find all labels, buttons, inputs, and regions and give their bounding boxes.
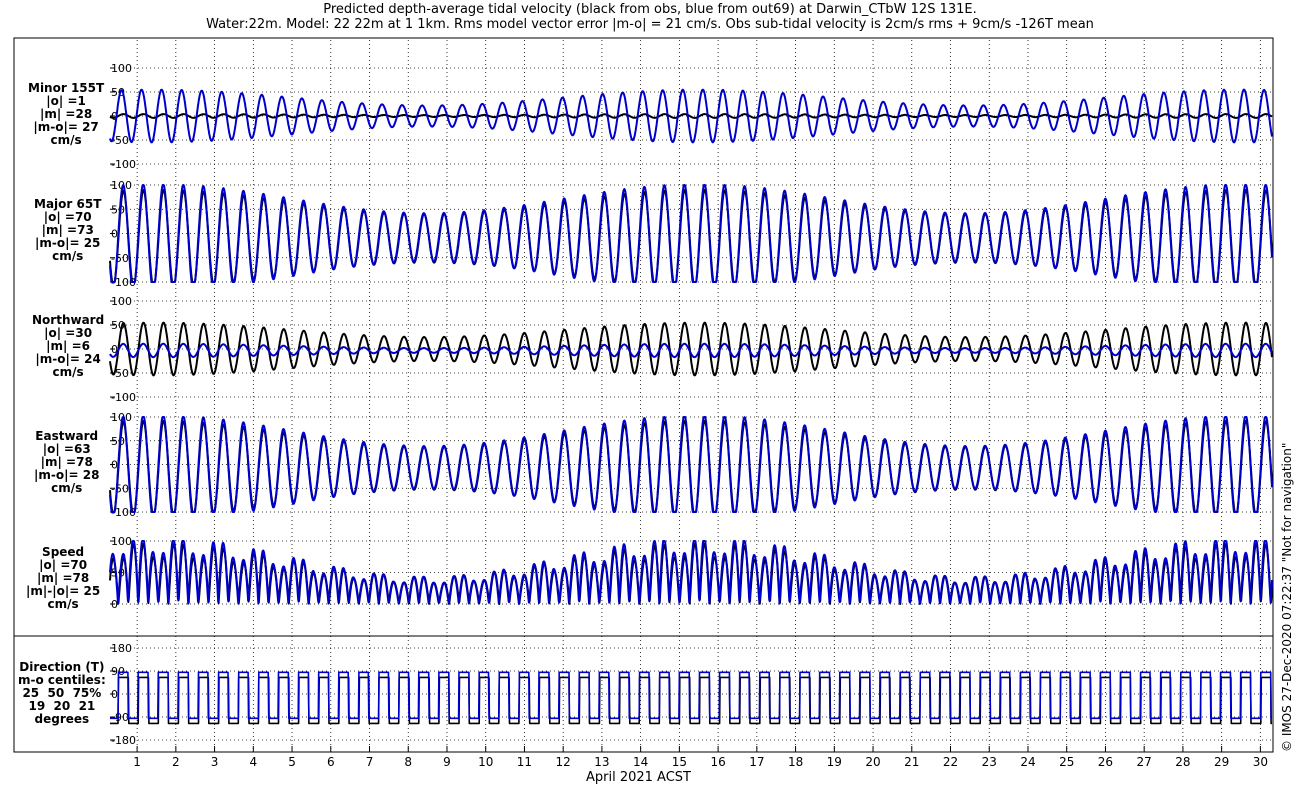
x-tick-label: 11 [517, 755, 532, 769]
series-line-major-out69 [109, 184, 1273, 283]
y-tick-label: -100 [111, 391, 136, 404]
x-tick-label: 1 [133, 755, 141, 769]
x-tick-label: 18 [788, 755, 803, 769]
x-tick-label: 19 [827, 755, 842, 769]
y-tick-label: 50 [111, 203, 125, 216]
y-tick-label: 0 [111, 688, 118, 701]
x-tick-label: 24 [1020, 755, 1035, 769]
x-tick-label: 3 [211, 755, 219, 769]
series-line-speed-out69 [109, 540, 1273, 605]
y-tick-label: -50 [111, 252, 129, 265]
y-tick-label: 0 [111, 228, 118, 241]
chart-subtitle: Water:22m. Model: 22 22m at 1 1km. Rms m… [206, 17, 1094, 32]
x-tick-label: 25 [1059, 755, 1074, 769]
y-tick-label: 0 [111, 459, 118, 472]
x-tick-label: 13 [594, 755, 609, 769]
lower-frame [13, 635, 1274, 753]
x-tick-label: 23 [982, 755, 997, 769]
y-tick-label: 100 [111, 179, 132, 192]
credit-text: © IMOS 27-Dec-2020 07:22:37 "Not for nav… [1280, 442, 1294, 752]
series-line-minor-out69 [109, 88, 1273, 144]
panel-label-minor: Minor 155T |o| =1 |m| =28 |m-o|= 27 cm/s [28, 81, 105, 147]
x-tick-label: 27 [1137, 755, 1152, 769]
x-tick-label: 17 [749, 755, 764, 769]
series-line-northward-obs [109, 321, 1273, 377]
x-tick-label: 2 [172, 755, 180, 769]
y-tick-label: -100 [111, 276, 136, 289]
y-tick-label: 50 [111, 567, 125, 580]
series-line-direction-obs [109, 676, 1273, 725]
x-tick-label: 26 [1098, 755, 1113, 769]
series-line-eastward-out69 [109, 416, 1273, 513]
upper-frame [13, 37, 1274, 637]
y-tick-label: 50 [111, 435, 125, 448]
x-tick-label: 4 [249, 755, 257, 769]
series-line-direction-out69 [109, 671, 1273, 720]
y-tick-label: 90 [111, 665, 125, 678]
y-tick-label: -180 [111, 734, 136, 747]
y-tick-label: -50 [111, 482, 129, 495]
series-line-northward-out69 [109, 342, 1273, 359]
x-tick-label: 12 [556, 755, 571, 769]
panel-label-speed: Speed |o| =70 |m| =78 |m|-|o|= 25 cm/s [26, 545, 101, 611]
x-tick-label: 10 [478, 755, 493, 769]
x-tick-label: 22 [943, 755, 958, 769]
x-tick-label: 16 [710, 755, 725, 769]
x-tick-label: 15 [672, 755, 687, 769]
y-tick-label: 180 [111, 642, 132, 655]
y-tick-label: 0 [111, 343, 118, 356]
panel-label-major: Major 65T |o| =70 |m| =73 |m-o|= 25 cm/s [34, 197, 102, 263]
chart-title: Predicted depth-average tidal velocity (… [323, 2, 977, 17]
panel-label-direction: Direction (T) m-o centiles: 25 50 75% 19… [18, 660, 106, 726]
y-tick-label: 100 [111, 62, 132, 75]
x-tick-label: 8 [404, 755, 412, 769]
x-tick-label: 5 [288, 755, 296, 769]
x-axis-label: April 2021 ACST [586, 770, 691, 785]
y-tick-label: 0 [111, 110, 118, 123]
y-tick-label: 100 [111, 295, 132, 308]
x-tick-label: 14 [633, 755, 648, 769]
y-tick-label: 100 [111, 535, 132, 548]
x-tick-label: 7 [366, 755, 374, 769]
y-tick-label: -50 [111, 134, 129, 147]
x-tick-label: 28 [1175, 755, 1190, 769]
x-tick-label: 30 [1253, 755, 1268, 769]
x-tick-label: 20 [865, 755, 880, 769]
y-tick-label: -100 [111, 506, 136, 519]
x-tick-label: 21 [904, 755, 919, 769]
x-tick-label: 9 [443, 755, 451, 769]
y-tick-label: 0 [111, 598, 118, 611]
y-tick-label: -90 [111, 711, 129, 724]
x-tick-label: 29 [1214, 755, 1229, 769]
y-tick-label: -100 [111, 158, 136, 171]
x-tick-label: 6 [327, 755, 335, 769]
panel-label-northward: Northward |o| =30 |m| =6 |m-o|= 24 cm/s [32, 313, 105, 379]
panel-label-eastward: Eastward |o| =63 |m| =78 |m-o|= 28 cm/s [34, 429, 100, 495]
